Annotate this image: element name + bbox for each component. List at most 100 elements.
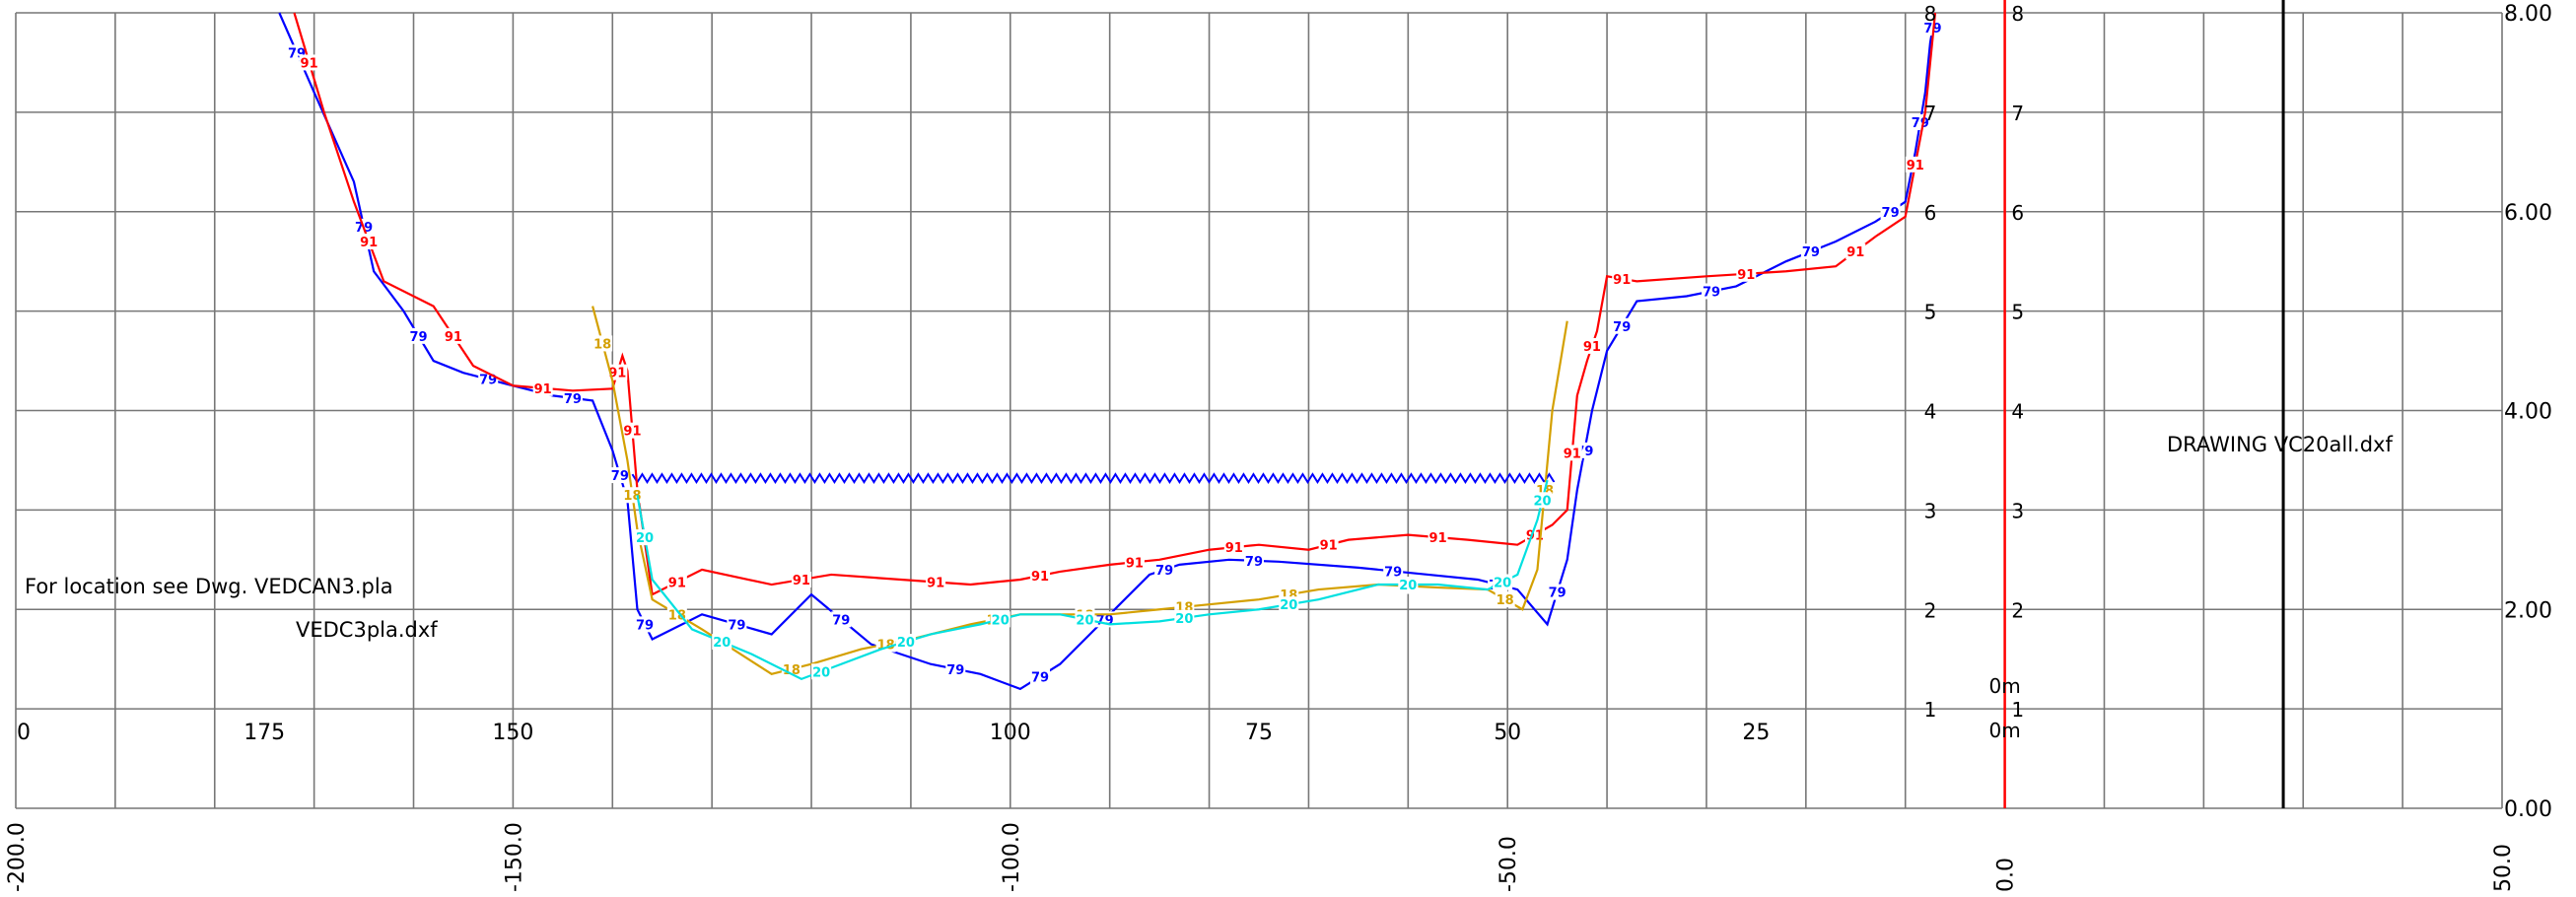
x-tick-label: -200.0 — [5, 822, 30, 892]
water-level-zigzag — [631, 472, 1556, 484]
series-label-79: 79 — [1031, 670, 1049, 685]
series-label-bg — [607, 364, 628, 380]
series-label-79: 79 — [410, 330, 428, 345]
series-label-20: 20 — [812, 665, 830, 680]
series-label-91: 91 — [1225, 541, 1243, 556]
series-label-79: 79 — [728, 618, 745, 633]
series-line-79 — [278, 12, 1937, 691]
series-label-20: 20 — [897, 636, 915, 651]
series-label-bg — [443, 327, 463, 344]
x-tick-label: 50.0 — [2491, 844, 2516, 892]
series-label-bg — [1612, 270, 1633, 287]
chainage-label: 50 — [1494, 721, 1521, 745]
series-label-91: 91 — [1907, 159, 1924, 173]
series-label-79: 79 — [1802, 245, 1820, 260]
chainage-label: 0 — [17, 721, 31, 745]
series-label-bg — [1030, 668, 1051, 685]
location-note: For location see Dwg. VEDCAN3.pla — [25, 575, 393, 598]
series-label-bg — [781, 660, 801, 677]
series-label-bg — [408, 327, 429, 344]
series-label-bg — [1174, 609, 1195, 626]
series-label-91: 91 — [445, 330, 462, 345]
inner-scale-label-right: 6 — [2011, 201, 2024, 225]
series-label-20: 20 — [1494, 577, 1511, 591]
series-label-bg — [1223, 539, 1244, 556]
series-label-79: 79 — [1703, 285, 1720, 300]
x-tick-label: -150.0 — [502, 822, 526, 892]
series-label-bg — [1581, 337, 1602, 354]
series-label-91: 91 — [1583, 340, 1601, 355]
series-label-79: 79 — [611, 469, 629, 484]
series-label-91: 91 — [927, 577, 944, 591]
inner-scale-label-right: 8 — [2011, 2, 2024, 26]
series-label-bg — [1845, 243, 1866, 260]
y-tick-label: 0.00 — [2504, 797, 2552, 822]
series-label-91: 91 — [608, 367, 626, 381]
series-label-bg — [926, 574, 946, 590]
series-label-79: 79 — [1384, 565, 1402, 580]
water-level-line — [631, 472, 1556, 484]
inner-scale-label-right: 4 — [2011, 400, 2024, 424]
series-label-79: 79 — [946, 663, 964, 678]
series-label-bg — [622, 422, 643, 439]
zero-label: 0m — [1988, 719, 2020, 742]
inner-scale-label-right: 5 — [2011, 301, 2024, 324]
series-label-bg — [1398, 577, 1419, 593]
series-label-91: 91 — [1846, 245, 1864, 260]
series-label-91: 91 — [301, 56, 318, 71]
series-label-79: 79 — [479, 374, 497, 388]
series-label-18: 18 — [668, 608, 686, 623]
series-label-bg — [635, 529, 656, 546]
series-label-bg — [1279, 596, 1299, 613]
series-label-bg — [1124, 554, 1145, 571]
series-label-bg — [1243, 552, 1264, 569]
series-label-79: 79 — [636, 618, 654, 633]
series-label-18: 18 — [783, 663, 801, 678]
series-label-79: 79 — [1882, 206, 1900, 221]
series-label-18: 18 — [1497, 593, 1514, 608]
series-label-bg — [592, 335, 613, 352]
series-label-18: 18 — [593, 337, 611, 352]
series-label-79: 79 — [1096, 613, 1114, 628]
zero-label: 0m — [1988, 674, 2020, 698]
series-label-bg — [1154, 561, 1175, 578]
series-label-bg — [727, 616, 747, 633]
y-tick-label: 8.00 — [2504, 2, 2552, 27]
series-label-79: 79 — [1155, 564, 1173, 579]
series-label-20: 20 — [1175, 612, 1193, 627]
series-label-bg — [635, 616, 656, 633]
x-tick-label: 0.0 — [1994, 858, 2019, 892]
series-label-20: 20 — [1533, 494, 1551, 509]
grid — [15, 12, 2503, 809]
series-label-bg — [359, 234, 380, 250]
series-label-91: 91 — [668, 577, 686, 591]
inner-scale-label-right: 1 — [2011, 698, 2024, 722]
series-label-79: 79 — [1245, 555, 1263, 570]
file-note: VEDC3pla.dxf — [296, 618, 438, 642]
series-label-bg — [1318, 536, 1339, 553]
series-label-bg — [1800, 243, 1821, 260]
series-label-bg — [1427, 529, 1448, 546]
chainage-label: 75 — [1245, 721, 1273, 745]
inner-scale-label-left: 3 — [1924, 499, 1937, 522]
series-label-bg — [1532, 492, 1553, 509]
series-label-20: 20 — [636, 531, 654, 546]
series-label-bg — [712, 634, 732, 651]
series-label-bg — [1075, 611, 1095, 628]
series-label-20: 20 — [1399, 579, 1417, 593]
series-label-bg — [811, 663, 832, 680]
inner-scale-label-left: 7 — [1924, 102, 1937, 125]
inner-scale-label-left: 4 — [1924, 400, 1937, 424]
inner-scale-label-left: 2 — [1924, 598, 1937, 622]
series-label-91: 91 — [1613, 273, 1631, 288]
series-label-bg — [1905, 156, 1925, 172]
series-label-bg — [1547, 584, 1567, 600]
series-label-bg — [895, 634, 916, 651]
series-label-91: 91 — [623, 425, 641, 440]
chainage-label: 25 — [1742, 721, 1770, 745]
series-label-bg — [945, 660, 966, 677]
series-label-91: 91 — [1564, 447, 1581, 461]
series-line-91 — [293, 12, 1937, 596]
inner-scale-label-left: 6 — [1924, 201, 1937, 225]
